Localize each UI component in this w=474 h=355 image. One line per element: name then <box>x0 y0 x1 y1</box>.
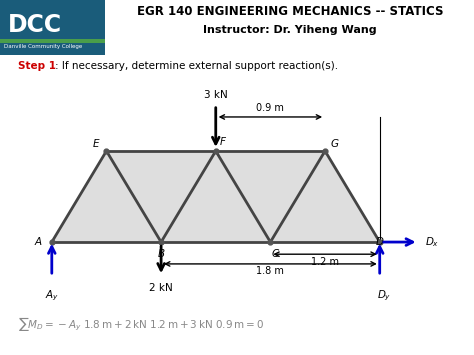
Polygon shape <box>107 151 216 242</box>
Text: 1.2 m: 1.2 m <box>311 257 339 267</box>
Text: 2 kN: 2 kN <box>149 283 173 293</box>
Text: Step 1: Step 1 <box>18 61 56 71</box>
Polygon shape <box>161 151 270 242</box>
Polygon shape <box>216 151 325 242</box>
Text: EGR 140 ENGINEERING MECHANICS -- STATICS: EGR 140 ENGINEERING MECHANICS -- STATICS <box>137 5 443 18</box>
Text: 3 kN: 3 kN <box>204 90 228 100</box>
Text: Instructor: Dr. Yiheng Wang: Instructor: Dr. Yiheng Wang <box>203 25 377 35</box>
Text: C: C <box>272 249 279 259</box>
Text: $D_y$: $D_y$ <box>377 288 392 302</box>
Text: $A_y$: $A_y$ <box>45 288 59 302</box>
Text: Danville Community College: Danville Community College <box>4 44 82 49</box>
Text: B: B <box>157 249 164 259</box>
Text: 0.9 m: 0.9 m <box>256 103 284 113</box>
Bar <box>0 0 105 55</box>
Text: 1.8 m: 1.8 m <box>256 266 284 276</box>
Text: E: E <box>92 139 99 149</box>
Text: : If necessary, determine external support reaction(s).: : If necessary, determine external suppo… <box>55 61 338 71</box>
Text: G: G <box>331 139 339 149</box>
Bar <box>0 39 105 43</box>
Text: $\sum M_D = -A_y\ 1.8\,\mathrm{m} + 2\,\mathrm{kN}\ 1.2\,\mathrm{m} + 3\,\mathrm: $\sum M_D = -A_y\ 1.8\,\mathrm{m} + 2\,\… <box>18 315 264 333</box>
Text: D: D <box>376 237 383 247</box>
Text: DCC: DCC <box>8 13 62 37</box>
Polygon shape <box>52 151 161 242</box>
Text: $D_x$: $D_x$ <box>425 235 439 249</box>
Polygon shape <box>270 151 380 242</box>
Text: F: F <box>220 137 226 147</box>
Text: A: A <box>35 237 42 247</box>
